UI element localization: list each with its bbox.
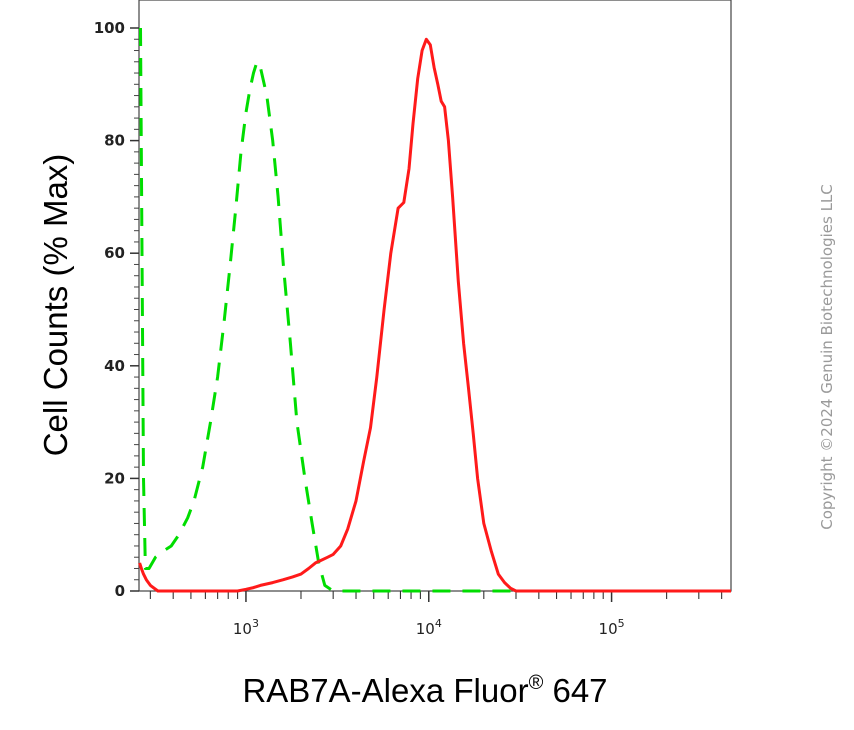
series-layer [138, 27, 731, 593]
x-axis-title: RAB7A-Alexa Fluor® 647 [242, 672, 607, 709]
y-tick-label: 0 [115, 582, 125, 600]
x-axis: 103 104 105 [149, 591, 723, 638]
copyright-watermark: Copyright ©2024 Genuin Biotechnologies L… [818, 184, 836, 530]
plot-frame [138, 0, 732, 592]
x-axis-title-registered-mark: ® [529, 672, 544, 694]
green-dashed-series-line [139, 27, 731, 593]
x-axis-title-main: RAB7A-Alexa Fluor [242, 672, 528, 709]
y-axis: 0 20 40 60 80 100 [94, 19, 139, 600]
x-tick-label: 105 [599, 617, 625, 638]
red-solid-series-line [138, 37, 731, 593]
x-tick-label: 104 [416, 617, 442, 638]
y-tick-label: 100 [94, 19, 125, 37]
y-axis-title: Cell Counts (% Max) [37, 154, 74, 457]
y-tick-label: 20 [104, 469, 125, 487]
x-axis-title-suffix: 647 [543, 672, 607, 709]
y-tick-label: 80 [104, 132, 125, 150]
y-tick-label: 40 [104, 357, 125, 375]
y-tick-label: 60 [104, 244, 125, 262]
x-tick-label: 103 [233, 617, 259, 638]
